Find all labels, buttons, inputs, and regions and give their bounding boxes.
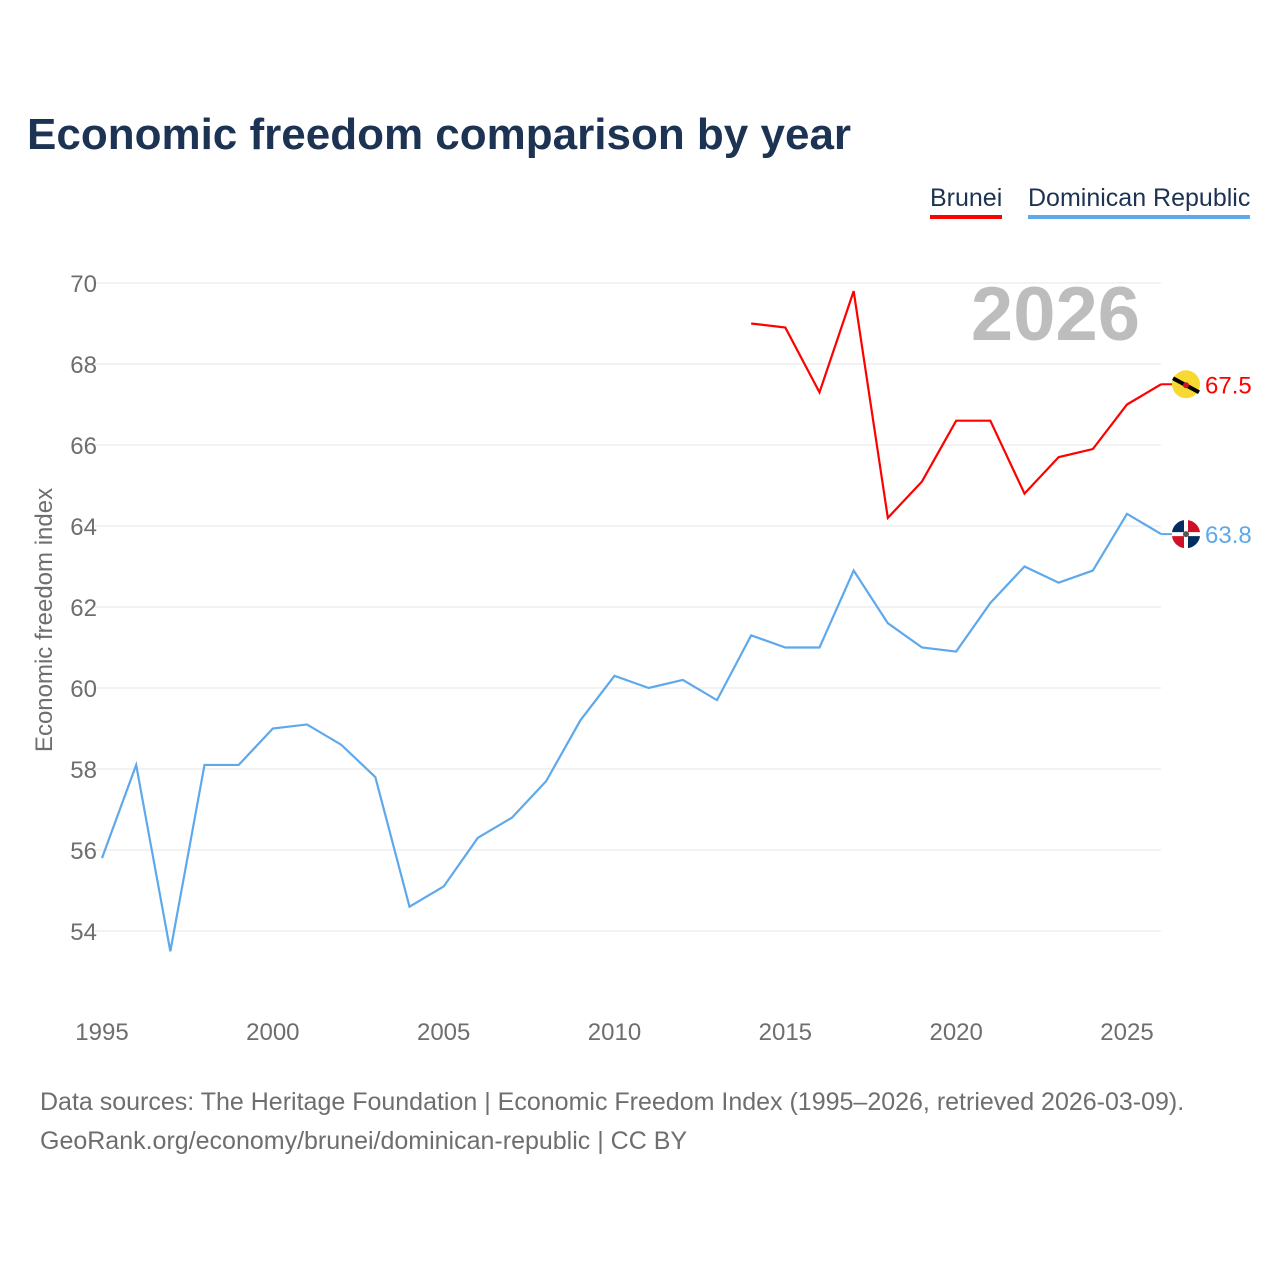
y-tick-label: 70 <box>70 271 97 298</box>
year-watermark: 2026 <box>971 272 1140 357</box>
y-tick-label: 54 <box>70 919 97 946</box>
x-tick-label: 1995 <box>75 1019 128 1046</box>
flag-emblem <box>1183 531 1189 538</box>
y-tick-label: 58 <box>70 757 97 784</box>
footer-link[interactable]: GeoRank.org/economy/brunei/dominican-rep… <box>40 1127 688 1155</box>
x-tick-label: 2020 <box>929 1019 982 1046</box>
x-tick-label: 2025 <box>1100 1019 1153 1046</box>
y-tick-label: 60 <box>70 676 97 703</box>
x-tick-label: 2010 <box>588 1019 641 1046</box>
series-line-dominican-republic <box>100 512 1162 952</box>
flag-quarter <box>1172 536 1184 549</box>
legend-item-brunei[interactable]: Brunei <box>930 184 1003 219</box>
end-value-label: 67.5 <box>1205 372 1252 399</box>
flag-emblem <box>1183 382 1189 389</box>
footer-sources: Data sources: The Heritage Foundation | … <box>40 1088 1185 1116</box>
flag-quarter <box>1188 536 1200 549</box>
y-tick-label: 66 <box>70 433 97 460</box>
flag-quarter <box>1172 520 1184 533</box>
y-tick-label: 64 <box>70 514 97 541</box>
y-tick-label: 62 <box>70 595 97 622</box>
y-axis-label: Economic freedom index <box>31 488 58 752</box>
y-tick-label: 68 <box>70 352 97 379</box>
end-value-label: 63.8 <box>1205 522 1252 549</box>
legend-item-dominican-republic[interactable]: Dominican Republic <box>1028 184 1251 219</box>
series-line-brunei <box>751 290 1162 521</box>
x-tick-label: 2005 <box>417 1019 470 1046</box>
y-tick-label: 56 <box>70 838 97 865</box>
x-tick-label: 2000 <box>246 1019 299 1046</box>
flag-quarter <box>1188 520 1200 533</box>
chart-title: Economic freedom comparison by year <box>27 110 852 159</box>
x-tick-label: 2015 <box>759 1019 812 1046</box>
